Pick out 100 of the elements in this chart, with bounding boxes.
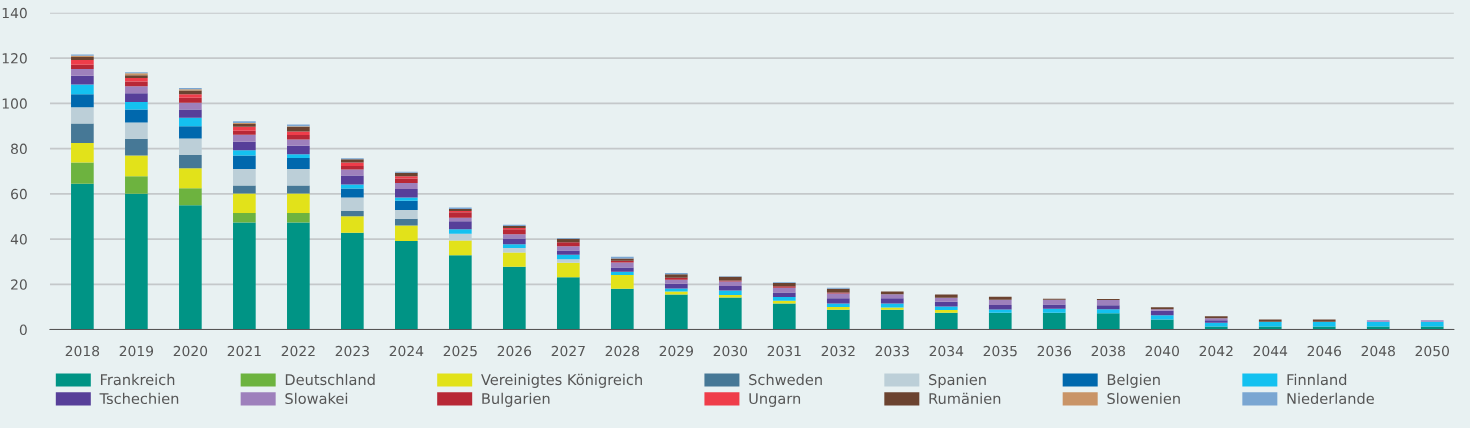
bar <box>287 126 310 132</box>
bar <box>71 183 94 330</box>
legend-label: Vereinigtes Königreich <box>481 373 642 388</box>
bar <box>502 252 526 267</box>
bar <box>1258 319 1282 322</box>
bar <box>556 277 580 330</box>
bar <box>71 142 94 163</box>
bar <box>610 262 634 268</box>
bar <box>71 64 94 69</box>
bar <box>1150 319 1174 330</box>
bar <box>233 141 256 151</box>
x-tick-label: 2024 <box>389 345 424 357</box>
legend-label: Bulgarien <box>482 392 550 407</box>
bar <box>610 271 634 276</box>
y-tick-label: 0 <box>19 324 27 336</box>
bar <box>718 297 742 330</box>
bar <box>395 182 418 190</box>
bar <box>287 158 310 169</box>
bar <box>287 131 310 135</box>
bar <box>772 282 796 287</box>
bar <box>179 94 202 98</box>
x-tick-label: 2025 <box>443 345 477 357</box>
legend-label: Tschechien <box>99 392 179 405</box>
bar <box>179 97 202 103</box>
bar <box>449 212 472 218</box>
legend-label: Finnland <box>1287 373 1347 386</box>
legend-label: Niederlande <box>1287 392 1374 405</box>
bar <box>125 155 148 177</box>
bar <box>1258 326 1282 330</box>
bar <box>71 107 94 124</box>
bar <box>233 193 256 214</box>
bar <box>395 172 418 177</box>
bar <box>502 244 526 248</box>
bar <box>125 138 148 156</box>
bar <box>179 154 202 169</box>
x-tick-label: 2036 <box>1037 345 1072 357</box>
bar <box>718 290 742 295</box>
bar <box>287 185 310 194</box>
bar <box>233 155 256 169</box>
bar <box>341 184 364 189</box>
bar <box>287 222 310 330</box>
bar <box>449 229 472 234</box>
bar <box>125 176 148 194</box>
bar <box>1042 304 1066 309</box>
bar <box>502 234 526 239</box>
bar <box>233 130 256 135</box>
x-tick-label: 2046 <box>1307 345 1342 357</box>
bar <box>1204 326 1228 330</box>
x-tick-label: 2022 <box>281 345 315 357</box>
x-tick-label: 2034 <box>929 345 964 357</box>
bar <box>179 109 202 118</box>
bar <box>772 303 796 330</box>
bar <box>179 126 202 139</box>
legend-label: Spanien <box>929 373 986 388</box>
bar <box>1150 315 1174 320</box>
bar <box>1096 313 1120 330</box>
bar <box>395 210 418 219</box>
bar <box>341 232 364 330</box>
bar <box>1096 309 1120 314</box>
bar <box>880 309 904 330</box>
bar <box>664 294 688 330</box>
x-tick-label: 2023 <box>335 345 369 357</box>
x-tick-label: 2026 <box>497 345 532 357</box>
legend-label: Deutschland <box>285 373 375 386</box>
bar <box>233 185 256 194</box>
bar <box>71 123 94 143</box>
x-tick-label: 2029 <box>659 345 694 357</box>
bar <box>71 68 94 76</box>
bar <box>179 188 202 206</box>
bar <box>71 94 94 108</box>
y-tick-label: 20 <box>11 279 27 290</box>
bar <box>341 175 364 185</box>
bar <box>125 109 148 123</box>
bar <box>556 238 580 243</box>
bar <box>125 193 148 330</box>
bar <box>233 134 256 142</box>
bar <box>287 193 310 214</box>
bar <box>233 150 256 156</box>
bar <box>71 162 94 184</box>
y-tick-label: 120 <box>2 53 27 64</box>
bar <box>449 221 472 230</box>
bar <box>556 259 580 263</box>
bar <box>179 168 202 189</box>
legend-label: Schweden <box>749 373 822 386</box>
bar <box>1420 326 1444 330</box>
bar <box>341 211 364 217</box>
x-tick-label: 2028 <box>605 345 640 357</box>
bar <box>71 56 94 61</box>
bar <box>1366 326 1390 330</box>
x-tick-label: 2040 <box>1145 345 1180 357</box>
y-tick-label: 80 <box>11 143 27 155</box>
legend-label: Rumänien <box>929 392 1001 405</box>
x-tick-label: 2042 <box>1199 345 1233 357</box>
bar <box>395 225 418 241</box>
bar <box>287 168 310 186</box>
bar <box>1312 326 1336 330</box>
bar <box>934 294 958 298</box>
bar <box>934 312 958 330</box>
bar <box>395 197 418 201</box>
bar <box>556 250 580 255</box>
